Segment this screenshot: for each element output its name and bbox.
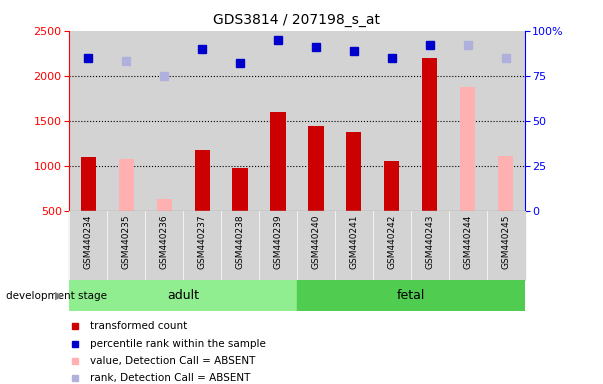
Bar	[221, 211, 259, 280]
Bar	[335, 31, 373, 211]
Text: GSM440235: GSM440235	[122, 215, 131, 269]
Bar	[449, 211, 487, 280]
Bar	[69, 211, 107, 280]
Bar	[297, 280, 525, 311]
Text: GSM440241: GSM440241	[349, 215, 358, 269]
Text: GSM440234: GSM440234	[84, 215, 93, 269]
Bar	[373, 211, 411, 280]
Bar	[411, 31, 449, 211]
Text: adult: adult	[167, 289, 199, 302]
Bar	[81, 157, 96, 211]
Bar	[487, 31, 525, 211]
Bar	[411, 211, 449, 280]
Bar	[107, 31, 145, 211]
Bar	[107, 211, 145, 280]
Text: value, Detection Call = ABSENT: value, Detection Call = ABSENT	[90, 356, 256, 366]
Bar	[449, 31, 487, 211]
Bar	[297, 211, 335, 280]
Bar	[195, 150, 210, 211]
Bar	[259, 211, 297, 280]
Bar	[487, 211, 525, 280]
Text: GSM440238: GSM440238	[236, 215, 245, 269]
Bar	[119, 159, 134, 211]
Text: development stage: development stage	[6, 291, 107, 301]
Bar	[183, 31, 221, 211]
Bar	[145, 31, 183, 211]
Bar	[157, 199, 172, 211]
Text: transformed count: transformed count	[90, 321, 188, 331]
Bar	[308, 126, 324, 211]
Text: rank, Detection Call = ABSENT: rank, Detection Call = ABSENT	[90, 373, 251, 383]
Bar	[460, 87, 475, 211]
Bar	[373, 31, 411, 211]
Text: GSM440243: GSM440243	[425, 215, 434, 269]
Text: GSM440239: GSM440239	[274, 215, 283, 269]
Text: GSM440240: GSM440240	[311, 215, 320, 269]
Title: GDS3814 / 207198_s_at: GDS3814 / 207198_s_at	[213, 13, 380, 27]
Text: ▶: ▶	[55, 291, 63, 301]
Bar	[233, 168, 248, 211]
Text: GSM440242: GSM440242	[387, 215, 396, 269]
Text: GSM440245: GSM440245	[501, 215, 510, 269]
Bar	[498, 156, 513, 211]
Bar	[346, 132, 361, 211]
Bar	[270, 112, 286, 211]
Text: GSM440236: GSM440236	[160, 215, 169, 269]
Text: GSM440244: GSM440244	[463, 215, 472, 269]
Bar	[221, 31, 259, 211]
Bar	[384, 161, 399, 211]
Text: GSM440237: GSM440237	[198, 215, 207, 269]
Bar	[183, 211, 221, 280]
Bar	[145, 211, 183, 280]
Bar	[69, 31, 107, 211]
Text: fetal: fetal	[397, 289, 425, 302]
Bar	[259, 31, 297, 211]
Bar	[297, 31, 335, 211]
Text: percentile rank within the sample: percentile rank within the sample	[90, 339, 267, 349]
Bar	[69, 280, 297, 311]
Bar	[422, 58, 437, 211]
Bar	[335, 211, 373, 280]
